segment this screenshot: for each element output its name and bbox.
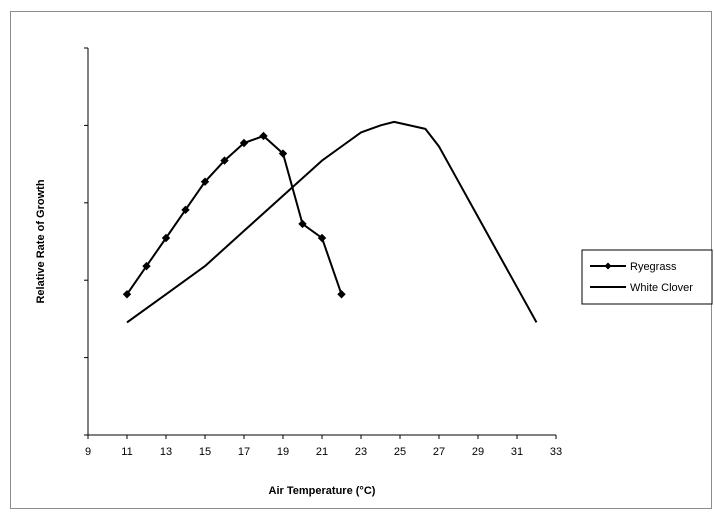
ryegrass-point — [298, 219, 307, 229]
ryegrass-point — [220, 156, 229, 165]
legend-label-white-clover: White Clover — [630, 282, 693, 294]
x-tick-label: 21 — [316, 446, 328, 458]
ryegrass-point — [337, 290, 346, 299]
x-tick-label: 23 — [355, 446, 367, 458]
ryegrass-point — [142, 261, 151, 271]
y-axis-title: Relative Rate of Growth — [35, 179, 47, 303]
x-tick-label: 31 — [511, 446, 523, 458]
x-tick-label: 19 — [277, 446, 289, 458]
legend: Ryegrass White Clover — [581, 249, 713, 305]
plot-area — [122, 120, 538, 324]
axes: 9 11 13 15 17 19 21 23 25 27 29 31 33 — [84, 47, 562, 458]
ryegrass-point — [278, 149, 288, 158]
ryegrass-line — [126, 135, 343, 295]
x-tick-label: 11 — [121, 446, 132, 458]
legend-label-ryegrass: Ryegrass — [630, 261, 677, 273]
x-axis-title: Air Temperature (°C) — [269, 485, 376, 497]
ryegrass-point — [200, 177, 210, 186]
x-tick-label: 13 — [160, 446, 172, 458]
ryegrass-point — [239, 138, 249, 148]
ryegrass-point — [181, 205, 190, 215]
x-tick-label: 29 — [472, 446, 484, 458]
white-clover-line — [126, 120, 538, 324]
x-tick-label: 15 — [199, 446, 211, 458]
ryegrass-point — [161, 233, 171, 243]
ryegrass-point — [259, 131, 268, 141]
x-tick-label: 33 — [550, 446, 562, 458]
x-tick-label: 9 — [85, 446, 91, 458]
x-tick-label: 25 — [394, 446, 406, 458]
ryegrass-point — [317, 233, 327, 243]
x-tick-label: 27 — [433, 446, 445, 458]
legend-box — [581, 249, 713, 305]
ryegrass-point — [122, 290, 132, 299]
legend-marker-ryegrass — [604, 262, 612, 270]
x-tick-label: 17 — [238, 446, 250, 458]
